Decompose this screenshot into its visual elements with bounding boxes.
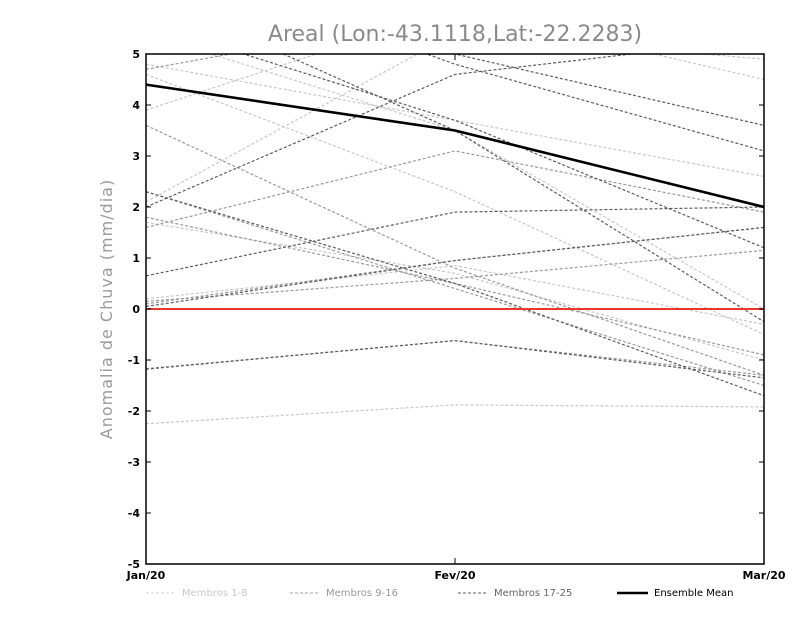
member-line-group-1 [146, 63, 764, 177]
member-line-group-1 [146, 221, 764, 361]
y-tick-label: 4 [132, 99, 140, 112]
legend-label-membros-1-8: Membros 1-8 [182, 588, 248, 599]
x-tick-label: Fev/20 [434, 569, 475, 582]
x-tick-label: Mar/20 [742, 569, 785, 582]
member-lines [146, 54, 764, 425]
x-tick-labels: Jan/20 Fev/20 Mar/20 [126, 569, 786, 582]
member-line-group-2 [146, 124, 764, 376]
member-line-group-2 [146, 191, 764, 387]
y-tick-label: 1 [132, 252, 140, 265]
ensemble-mean-line [145, 83, 765, 209]
y-tick-label: 3 [132, 150, 140, 163]
member-line-group-3 [241, 54, 764, 249]
y-axis-label: Anomalia de Chuva (mm/dia) [97, 179, 116, 439]
y-tick-label: -1 [128, 354, 140, 367]
y-tick-label: -5 [128, 558, 140, 571]
member-line-group-2 [146, 249, 764, 302]
member-line-group-1 [209, 54, 764, 310]
tick-marks [145, 53, 765, 565]
member-line-group-3 [146, 340, 764, 379]
member-line-group-3 [281, 54, 764, 323]
member-line-group-3 [146, 54, 637, 208]
y-tick-label: 2 [132, 201, 140, 214]
member-line-group-2 [146, 150, 764, 228]
member-line-group-1 [146, 404, 764, 425]
member-line-group-3 [146, 191, 764, 397]
member-line-group-1 [146, 73, 764, 336]
member-line-group-3 [146, 226, 764, 308]
member-line-group-2 [146, 340, 764, 376]
member-line-group-3 [425, 54, 764, 152]
member-line-group-1 [146, 265, 764, 325]
y-tick-label: -3 [128, 456, 140, 469]
x-tick-label: Jan/20 [126, 569, 166, 582]
y-tick-labels: 5 4 3 2 1 0 -1 -2 -3 -4 -5 [128, 48, 141, 571]
legend: Membros 1-8 Membros 9-16 Membros 17-25 E… [146, 588, 733, 599]
y-tick-label: 5 [132, 48, 140, 61]
member-line-group-1 [146, 54, 764, 203]
member-line-group-1 [146, 54, 764, 111]
legend-label-membros-9-16: Membros 9-16 [326, 588, 398, 599]
chart-title: Areal (Lon:-43.1118,Lat:-22.2283) [268, 22, 642, 47]
y-tick-label: 0 [132, 303, 140, 316]
legend-label-membros-17-25: Membros 17-25 [494, 588, 572, 599]
y-tick-label: -2 [128, 405, 140, 418]
member-line-group-3 [146, 206, 764, 277]
y-tick-label: -4 [128, 507, 141, 520]
legend-label-ensemble-mean: Ensemble Mean [654, 588, 733, 599]
